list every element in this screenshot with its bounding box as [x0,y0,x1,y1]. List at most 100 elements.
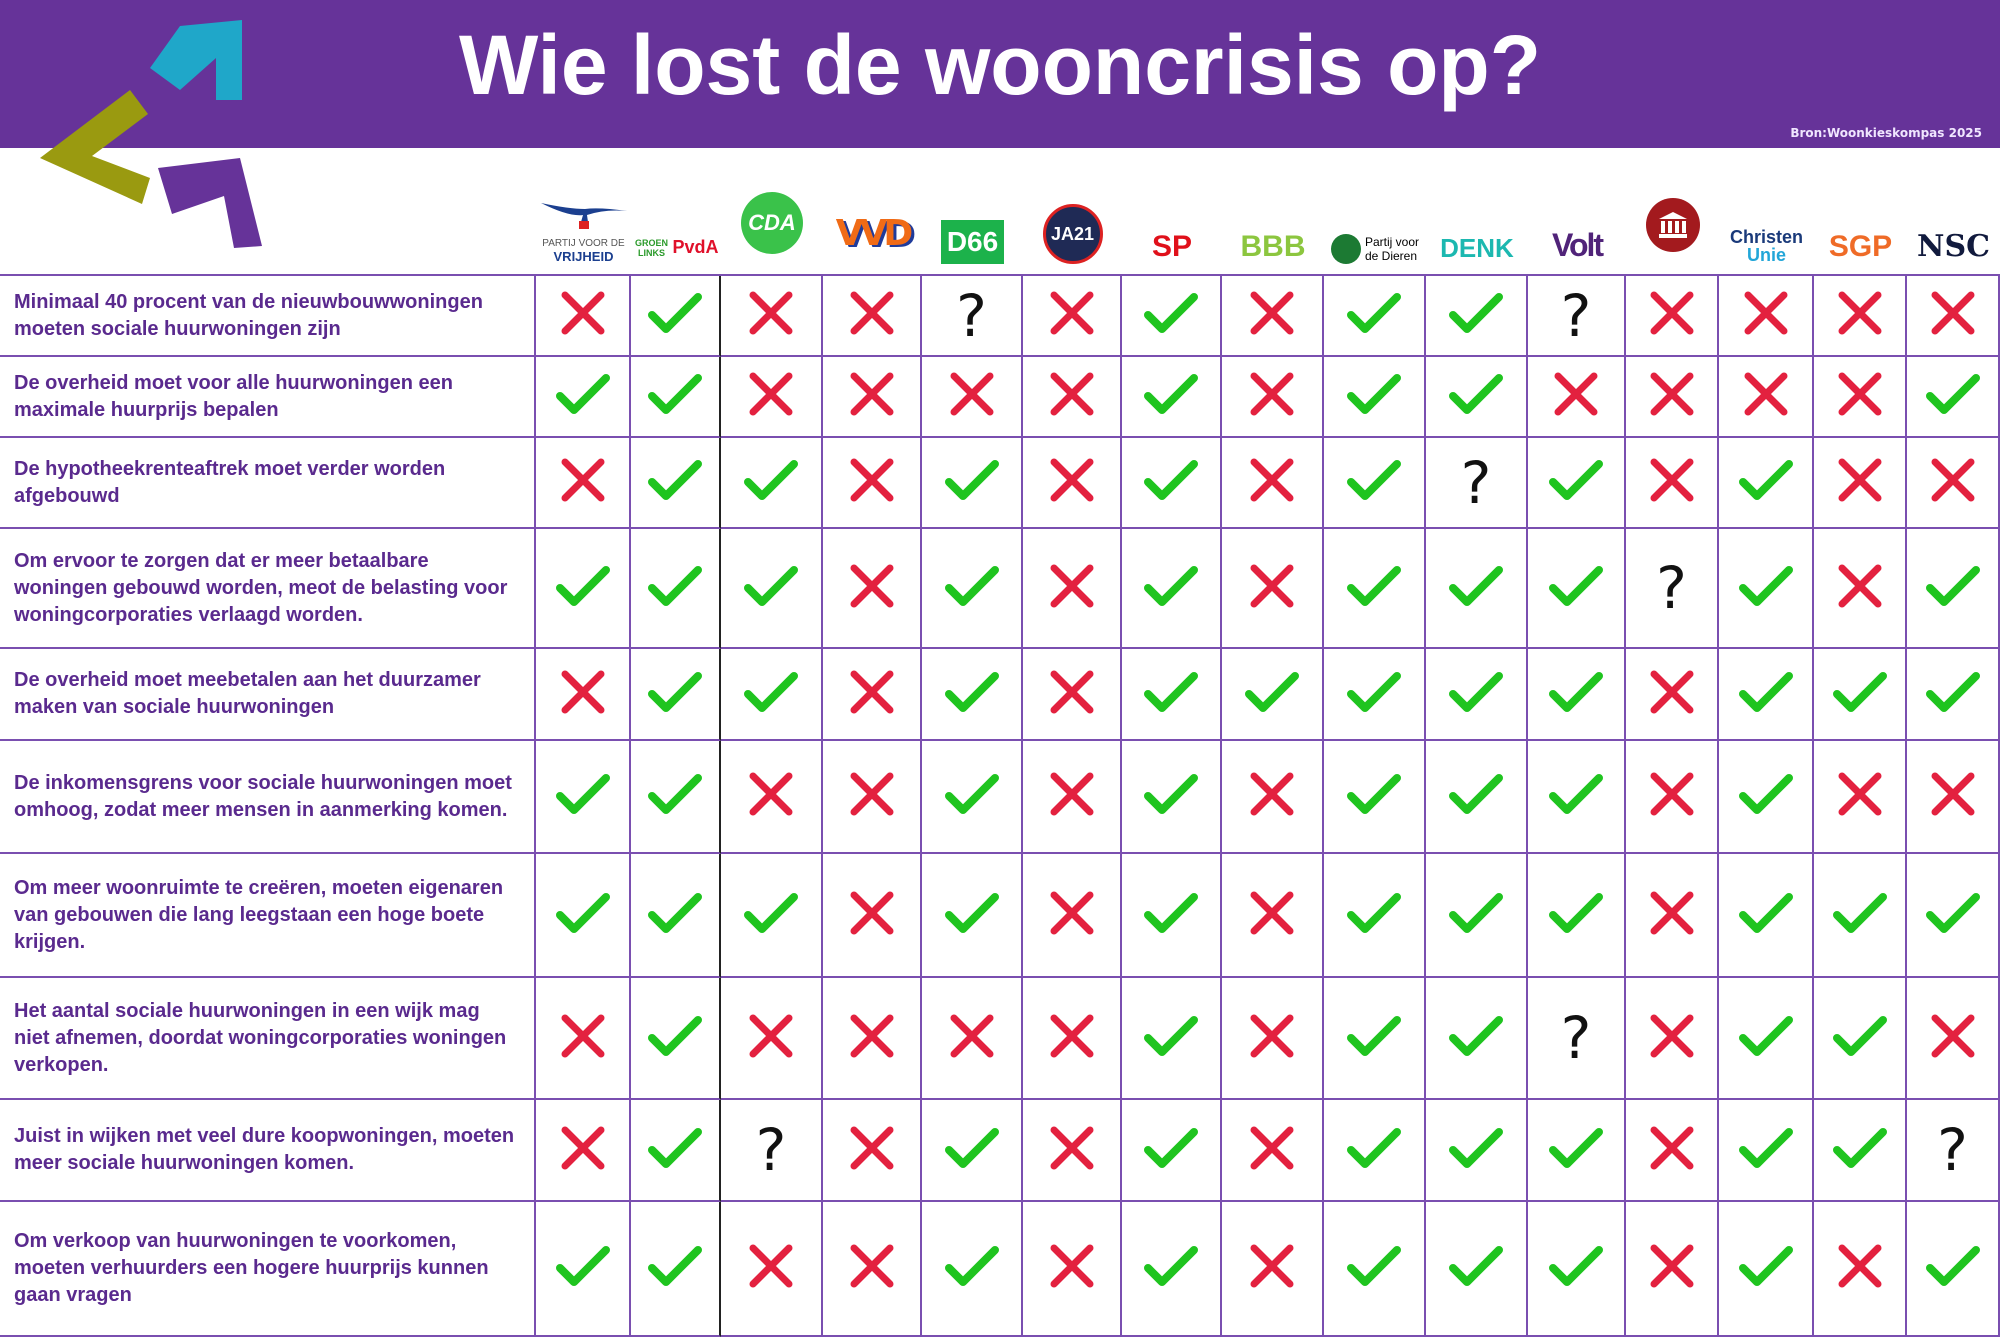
question-mark-icon: ? [1656,554,1687,622]
check-icon [1347,891,1401,940]
answer-cell-vvd [823,529,922,649]
answer-cell-sgp [1814,978,1907,1100]
cross-icon [748,771,794,822]
statement-table: Minimaal 40 procent van de nieuwbouwwoni… [0,274,2000,1337]
logo-text: DENK [1440,233,1514,263]
answer-cell-volt [1528,1202,1626,1337]
check-icon [555,372,610,421]
answer-cell-pvv [536,357,631,438]
check-icon [1738,891,1793,940]
check-icon [1832,670,1887,719]
check-icon [1738,1244,1793,1293]
logo-text: NSC [1917,229,1990,264]
cross-icon [1837,290,1883,341]
answer-cell-sgp [1814,276,1907,357]
party-logo-d66: D66 [922,148,1023,274]
answer-cell-ja21 [1023,438,1122,529]
answer-cell-sp [1122,741,1222,854]
check-icon [1449,372,1503,421]
check-icon [1144,458,1198,507]
cross-icon [1649,1013,1695,1064]
cross-icon [1049,1243,1095,1294]
answer-cell-vvd [823,978,922,1100]
question-mark-icon: ? [1560,1004,1592,1072]
answer-cell-sp [1122,854,1222,978]
statement-text: Juist in wijken met veel dure koopwoning… [0,1100,536,1202]
check-icon [944,564,999,613]
answer-cell-nsc [1907,529,2000,649]
cross-icon [1837,1243,1883,1294]
check-icon [1347,670,1401,719]
check-icon [1832,891,1887,940]
cross-icon [1249,1243,1295,1294]
answer-cell-bbb [1222,529,1324,649]
cross-icon [1649,669,1695,720]
answer-cell-ja21 [1023,1100,1122,1202]
statement-text: Het aantal sociale huurwoningen in een w… [0,978,536,1100]
answer-cell-sgp [1814,741,1907,854]
party-logo-pvdd: Partij voor de Dieren [1324,148,1426,274]
cross-icon [1837,457,1883,508]
answer-cell-fvd [1626,1202,1719,1337]
check-icon [1449,291,1503,340]
check-icon [1449,891,1503,940]
answer-cell-bbb [1222,978,1324,1100]
check-icon [1738,564,1793,613]
answer-cell-denk [1426,854,1528,978]
check-icon [1738,458,1793,507]
check-icon [648,1014,702,1063]
answer-cell-denk [1426,357,1528,438]
answer-cell-d66 [922,357,1023,438]
party-logo-bbb: BBB [1222,148,1324,274]
party-logo-denk: DENK [1426,148,1528,274]
answer-cell-cda [721,357,823,438]
check-icon [1144,670,1198,719]
answer-cell-christenunie [1719,854,1814,978]
check-icon [1347,291,1401,340]
cross-icon [560,669,606,720]
header-banner: Wie lost de wooncrisis op? Bron:Woonkies… [0,0,2000,148]
answer-cell-pvv [536,854,631,978]
answer-cell-sgp [1814,649,1907,741]
cross-icon [1049,1125,1095,1176]
statement-text: De overheid moet voor alle huurwoningen … [0,357,536,438]
check-icon [1738,772,1793,821]
party-logo-volt: Volt [1528,148,1626,274]
cross-icon [1930,457,1976,508]
answer-cell-nsc [1907,649,2000,741]
check-icon [944,891,999,940]
answer-cell-ja21 [1023,741,1122,854]
party-logo-cda: CDA [721,148,823,274]
cross-icon [1930,290,1976,341]
check-icon [1925,1244,1980,1293]
question-mark-icon: ? [1937,1116,1968,1184]
answer-cell-ja21 [1023,1202,1122,1337]
check-icon [944,772,999,821]
check-icon [1449,772,1503,821]
check-icon [555,564,610,613]
check-icon [1549,772,1603,821]
answer-cell-volt: ? [1528,276,1626,357]
logo-text: Unie [1746,245,1786,265]
cross-icon [1649,1243,1695,1294]
cross-icon [849,1013,895,1064]
answer-cell-nsc [1907,276,2000,357]
answer-cell-d66 [922,854,1023,978]
answer-cell-nsc [1907,854,2000,978]
cross-icon [1249,1125,1295,1176]
answer-cell-denk [1426,741,1528,854]
check-icon [555,772,610,821]
question-mark-icon: ? [755,1116,787,1184]
answer-cell-volt [1528,529,1626,649]
answer-cell-pvdd [1324,357,1426,438]
cross-icon [849,563,895,614]
answer-cell-sp [1122,978,1222,1100]
answer-cell-denk [1426,1100,1528,1202]
logo-text: Partij voor [1364,235,1420,249]
check-icon [944,670,999,719]
answer-cell-volt [1528,854,1626,978]
check-icon [944,458,999,507]
logo-text: GROEN LINKS [634,237,668,258]
answer-cell-cda [721,438,823,529]
party-logo-sp: SP [1122,148,1222,274]
